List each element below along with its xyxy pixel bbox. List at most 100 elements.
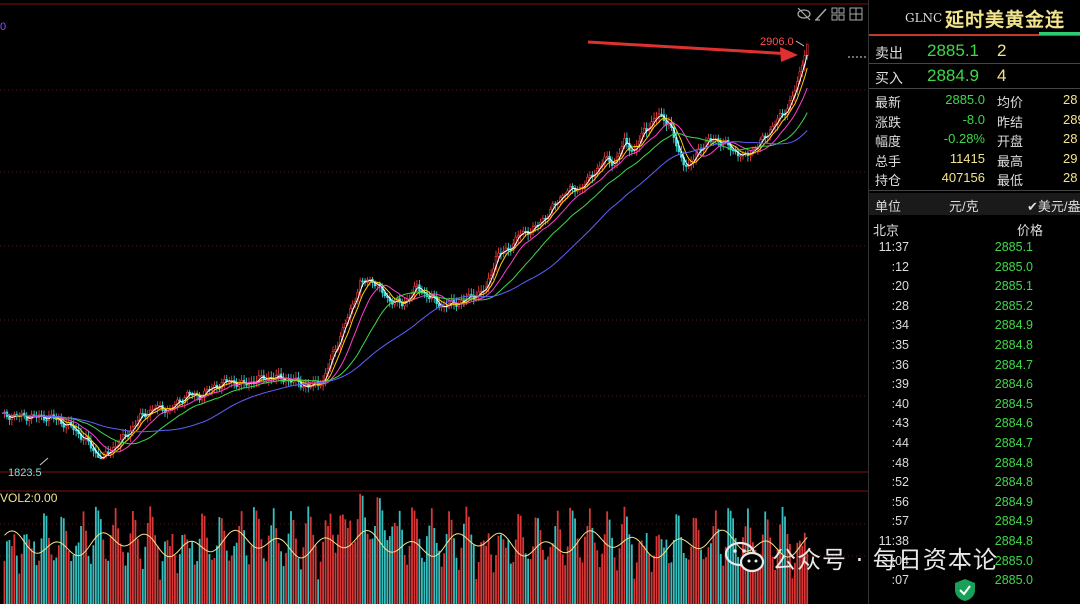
- candle-body: [642, 128, 646, 134]
- volume-bar: [406, 564, 408, 604]
- tick-time: 11:38: [878, 533, 909, 548]
- volume-bar: [235, 542, 238, 604]
- tick-row[interactable]: :12 2885.0: [869, 260, 1080, 280]
- tick-row[interactable]: :44 2884.7: [869, 436, 1080, 456]
- volume-bar: [561, 554, 564, 604]
- volume-bar: [354, 541, 357, 604]
- tick-row[interactable]: :39 2884.6: [869, 377, 1080, 397]
- candle-body: [314, 381, 317, 383]
- candle-body: [228, 381, 231, 383]
- tick-row[interactable]: :43 2884.6: [869, 416, 1080, 436]
- volume-bar: [223, 530, 226, 604]
- volume-bar: [275, 528, 278, 604]
- volume-bar: [497, 535, 500, 604]
- candle-body: [361, 280, 364, 283]
- volume-bar: [638, 542, 641, 604]
- tick-price: 2884.8: [994, 455, 1033, 470]
- volume-bar: [188, 548, 191, 604]
- tick-list[interactable]: 11:37 2885.1:12 2885.0:20 2885.1:28 2885.2:3…: [869, 240, 1080, 593]
- shield-icon[interactable]: [954, 578, 976, 602]
- volume-bar: [371, 538, 374, 604]
- candle-body: [178, 399, 182, 402]
- volume-bar: [737, 556, 739, 604]
- volume-bar: [433, 527, 436, 604]
- candle-body: [114, 446, 117, 448]
- unit-option-usd-ounce[interactable]: ✔美元/盎: [1027, 199, 1080, 214]
- volume-bar: [626, 516, 628, 604]
- candle-body: [561, 195, 564, 198]
- volume-bar: [579, 557, 581, 604]
- volume-bar: [169, 546, 171, 604]
- tick-row[interactable]: :28 2885.2: [869, 299, 1080, 319]
- candle-body: [707, 138, 710, 142]
- volume-bar: [366, 533, 369, 604]
- volume-bar: [196, 561, 199, 604]
- volume-bar: [393, 522, 396, 604]
- volume-bar: [613, 557, 616, 604]
- volume-bar: [724, 546, 727, 604]
- volume-bar: [643, 545, 646, 604]
- tick-row[interactable]: :35 2884.8: [869, 338, 1080, 358]
- volume-bar: [544, 559, 547, 604]
- stat-label-2: 最高: [997, 153, 1024, 169]
- tick-row[interactable]: :56 2884.9: [869, 495, 1080, 515]
- candle-body: [277, 373, 280, 376]
- tick-row[interactable]: :20 2885.1: [869, 279, 1080, 299]
- volume-bar: [663, 547, 665, 604]
- volume-bar: [48, 537, 50, 604]
- tick-row[interactable]: 11:37 2885.1: [869, 240, 1080, 260]
- tick-row[interactable]: :34 2884.9: [869, 318, 1080, 338]
- pencil-icon[interactable]: [815, 8, 827, 21]
- tick-time: :35: [891, 337, 909, 352]
- tick-price: 2884.8: [994, 475, 1033, 490]
- volume-bar: [356, 519, 359, 604]
- tick-price: 2884.8: [994, 533, 1033, 548]
- ticks-header: 北京 价格: [869, 220, 1080, 240]
- grid-icon[interactable]: [831, 7, 845, 21]
- volume-bar: [114, 508, 117, 604]
- tick-row[interactable]: :36 2884.7: [869, 358, 1080, 378]
- unit-selector[interactable]: 单位 元/克 ✔美元/盎: [869, 193, 1080, 215]
- tick-row[interactable]: :52 2884.8: [869, 475, 1080, 495]
- candlestick-chart[interactable]: 0 2906.0 1823.5 VOL2:0.00: [0, 0, 868, 604]
- volume-bar: [287, 533, 290, 604]
- volume-average-line: [4, 529, 808, 559]
- volume-bar: [290, 511, 292, 604]
- tick-row[interactable]: :40 2884.5: [869, 397, 1080, 417]
- volume-bar: [159, 579, 161, 604]
- volume-bar: [132, 511, 134, 604]
- tick-time: :40: [891, 396, 909, 411]
- hide-icon[interactable]: [797, 7, 811, 21]
- candle-body: [598, 165, 601, 169]
- tick-price: 2884.8: [994, 337, 1033, 352]
- volume-bar: [228, 560, 231, 604]
- layout-icon[interactable]: [849, 7, 863, 21]
- tick-row[interactable]: 11:38 2884.8: [869, 534, 1080, 554]
- tick-row[interactable]: :57 2884.9: [869, 514, 1080, 534]
- quote-title-bar: GLNC 延时美黄金连: [869, 0, 1080, 36]
- volume-bar: [107, 560, 110, 604]
- unit-option-cny-gram[interactable]: 元/克: [949, 199, 979, 214]
- volume-bar: [146, 522, 149, 604]
- stat-label-2: 开盘: [997, 134, 1024, 150]
- stat-label-2: 昨结: [997, 114, 1024, 130]
- volume-bar: [467, 516, 470, 604]
- stat-value: -0.28%: [943, 131, 985, 147]
- volume-bar: [537, 518, 539, 604]
- volume-bar: [500, 534, 502, 604]
- stat-value-2: 28: [1063, 170, 1078, 186]
- stat-label: 幅度: [875, 134, 902, 150]
- candle-body: [415, 284, 419, 287]
- tick-row[interactable]: :04 2885.0: [869, 554, 1080, 574]
- volume-bar: [492, 572, 495, 604]
- volume-bar: [208, 554, 211, 604]
- ask-row[interactable]: 卖出 2885.1 2: [869, 40, 1080, 62]
- tick-time: :43: [891, 416, 909, 431]
- tick-row[interactable]: :48 2884.8: [869, 456, 1080, 476]
- candle-body: [660, 113, 663, 116]
- candle-body: [188, 391, 191, 395]
- tick-row[interactable]: :07 2885.0: [869, 573, 1080, 593]
- volume-bar: [8, 540, 11, 604]
- bid-row[interactable]: 买入 2884.9 4: [869, 65, 1080, 87]
- volume-bar: [299, 569, 302, 604]
